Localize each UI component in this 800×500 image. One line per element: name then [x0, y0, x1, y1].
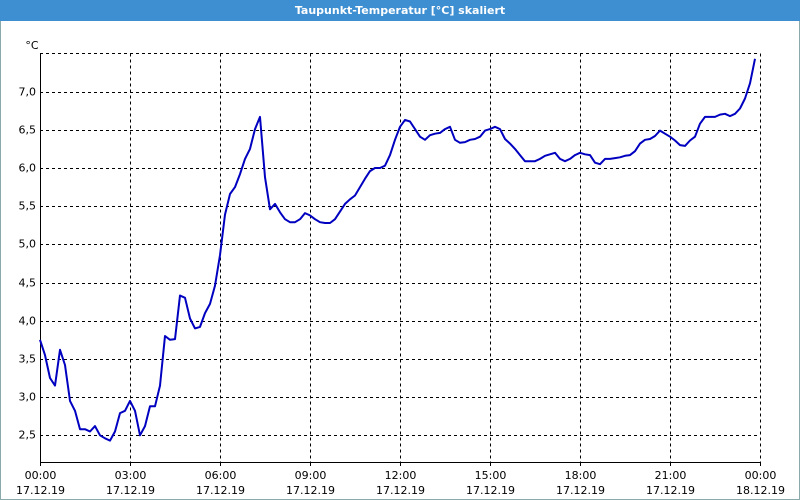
x-tick-label: 00:00 [745, 469, 777, 482]
x-tick-date: 17.12.19 [196, 484, 245, 497]
x-tick-date: 17.12.19 [376, 484, 425, 497]
x-tick-label: 21:00 [655, 469, 687, 482]
title-bar [0, 0, 800, 21]
x-tick-label: 18:00 [565, 469, 597, 482]
y-axis-unit: °C [25, 39, 39, 52]
x-tick-date: 17.12.19 [556, 484, 605, 497]
x-tick-date: 17.12.19 [16, 484, 65, 497]
y-tick-label: 6,0 [19, 162, 37, 175]
x-tick-date: 17.12.19 [286, 484, 335, 497]
x-tick-label: 12:00 [385, 469, 417, 482]
y-tick-label: 6,5 [19, 124, 37, 137]
x-tick-label: 06:00 [205, 469, 237, 482]
x-tick-date: 18.12.19 [736, 484, 785, 497]
y-tick-label: 4,0 [19, 315, 37, 328]
x-tick-date: 17.12.19 [646, 484, 695, 497]
x-tick-label: 15:00 [475, 469, 507, 482]
x-tick-label: 03:00 [115, 469, 147, 482]
x-tick-label: 09:00 [295, 469, 327, 482]
x-tick-date: 17.12.19 [106, 484, 155, 497]
x-tick-date: 17.12.19 [466, 484, 515, 497]
y-tick-label: 3,5 [19, 353, 37, 366]
data-line [39, 58, 756, 442]
y-tick-label: 4,5 [19, 277, 37, 290]
chart-title: Taupunkt-Temperatur [°C] skaliert [295, 4, 505, 17]
y-tick-label: 2,5 [19, 429, 37, 442]
x-tick-label: 00:00 [25, 469, 57, 482]
y-tick-label: 7,0 [19, 86, 37, 99]
y-tick-label: 5,0 [19, 238, 37, 251]
y-tick-label: 5,5 [19, 200, 37, 213]
y-tick-label: 3,0 [19, 391, 37, 404]
